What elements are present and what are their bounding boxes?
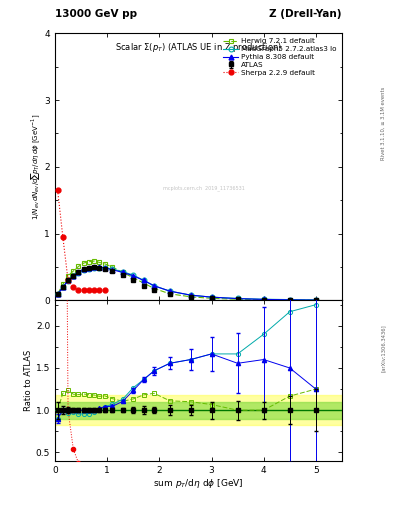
Legend: Herwig 7.2.1 default, MadGraph5 2.7.2.atlas3 lo, Pythia 8.308 default, ATLAS, Sh: Herwig 7.2.1 default, MadGraph5 2.7.2.at… [220, 35, 340, 79]
Bar [55, 402, 342, 419]
Text: Z (Drell-Yan): Z (Drell-Yan) [270, 9, 342, 19]
MadGraph5 2.7.2.atlas3 lo [141, 278, 146, 284]
MadGraph5 2.7.2.atlas3 lo [86, 266, 91, 272]
MadGraph5 2.7.2.atlas3 lo [76, 270, 81, 276]
Herwig 7.2.1 default [76, 263, 81, 269]
MadGraph5 2.7.2.atlas3 lo [121, 269, 125, 275]
Herwig 7.2.1 default [235, 296, 240, 303]
Herwig 7.2.1 default [141, 280, 146, 286]
Pythia 8.308 default [314, 297, 318, 303]
Pythia 8.308 default [141, 278, 146, 284]
MadGraph5 2.7.2.atlas3 lo [209, 294, 214, 300]
Herwig 7.2.1 default [97, 260, 102, 266]
Herwig 7.2.1 default [110, 264, 115, 270]
X-axis label: sum $p_T$/d$\eta$ d$\phi$ [GeV]: sum $p_T$/d$\eta$ d$\phi$ [GeV] [153, 477, 244, 490]
Herwig 7.2.1 default [55, 291, 60, 297]
Pythia 8.308 default [66, 278, 70, 284]
Herwig 7.2.1 default [66, 273, 70, 279]
Herwig 7.2.1 default [92, 258, 97, 264]
Bar [55, 395, 342, 425]
Pythia 8.308 default [102, 265, 107, 271]
Herwig 7.2.1 default [121, 269, 125, 275]
Text: Rivet 3.1.10, ≥ 3.1M events: Rivet 3.1.10, ≥ 3.1M events [381, 86, 386, 160]
Pythia 8.308 default [92, 264, 97, 270]
Herwig 7.2.1 default [71, 268, 75, 274]
Herwig 7.2.1 default [131, 275, 136, 281]
Pythia 8.308 default [235, 295, 240, 302]
Line: Herwig 7.2.1 default: Herwig 7.2.1 default [55, 259, 318, 303]
MadGraph5 2.7.2.atlas3 lo [235, 295, 240, 302]
Herwig 7.2.1 default [209, 295, 214, 302]
Herwig 7.2.1 default [314, 297, 318, 303]
MadGraph5 2.7.2.atlas3 lo [110, 266, 115, 272]
MadGraph5 2.7.2.atlas3 lo [92, 265, 97, 271]
MadGraph5 2.7.2.atlas3 lo [71, 273, 75, 280]
Text: [arXiv:1306.3436]: [arXiv:1306.3436] [381, 324, 386, 372]
Y-axis label: Ratio to ATLAS: Ratio to ATLAS [24, 350, 33, 411]
Herwig 7.2.1 default [261, 297, 266, 303]
Pythia 8.308 default [55, 291, 60, 297]
MadGraph5 2.7.2.atlas3 lo [102, 265, 107, 271]
Herwig 7.2.1 default [81, 260, 86, 266]
MadGraph5 2.7.2.atlas3 lo [152, 283, 156, 289]
Pythia 8.308 default [97, 264, 102, 270]
MadGraph5 2.7.2.atlas3 lo [55, 291, 60, 297]
MadGraph5 2.7.2.atlas3 lo [61, 284, 65, 290]
Line: MadGraph5 2.7.2.atlas3 lo: MadGraph5 2.7.2.atlas3 lo [55, 265, 318, 302]
Pythia 8.308 default [110, 267, 115, 273]
Y-axis label: $1/N_{ev}\,dN_{ev}/d\!\sum\! p_T/d\eta\,d\phi\;[\mathrm{GeV}^{-1}]$: $1/N_{ev}\,dN_{ev}/d\!\sum\! p_T/d\eta\,… [29, 114, 42, 220]
Pythia 8.308 default [86, 265, 91, 271]
Text: mcplots.cern.ch  2019_11736531: mcplots.cern.ch 2019_11736531 [163, 185, 245, 191]
Herwig 7.2.1 default [102, 261, 107, 267]
Herwig 7.2.1 default [188, 294, 193, 300]
Herwig 7.2.1 default [61, 282, 65, 288]
Pythia 8.308 default [76, 269, 81, 275]
Pythia 8.308 default [188, 292, 193, 298]
MadGraph5 2.7.2.atlas3 lo [131, 272, 136, 278]
MadGraph5 2.7.2.atlas3 lo [167, 288, 172, 294]
Text: Scalar $\Sigma(p_T)$ (ATLAS UE in Z production): Scalar $\Sigma(p_T)$ (ATLAS UE in Z prod… [115, 41, 282, 54]
Pythia 8.308 default [121, 269, 125, 275]
Herwig 7.2.1 default [167, 291, 172, 297]
Pythia 8.308 default [167, 288, 172, 294]
Pythia 8.308 default [152, 283, 156, 289]
Herwig 7.2.1 default [287, 297, 292, 303]
MadGraph5 2.7.2.atlas3 lo [81, 267, 86, 273]
MadGraph5 2.7.2.atlas3 lo [97, 265, 102, 271]
MadGraph5 2.7.2.atlas3 lo [287, 296, 292, 303]
MadGraph5 2.7.2.atlas3 lo [66, 278, 70, 284]
Text: 13000 GeV pp: 13000 GeV pp [55, 9, 137, 19]
MadGraph5 2.7.2.atlas3 lo [188, 292, 193, 298]
Pythia 8.308 default [61, 284, 65, 290]
Pythia 8.308 default [287, 297, 292, 303]
Pythia 8.308 default [71, 273, 75, 279]
MadGraph5 2.7.2.atlas3 lo [314, 297, 318, 303]
MadGraph5 2.7.2.atlas3 lo [261, 296, 266, 302]
Pythia 8.308 default [81, 266, 86, 272]
Herwig 7.2.1 default [86, 259, 91, 265]
Line: Pythia 8.308 default: Pythia 8.308 default [55, 265, 318, 303]
Pythia 8.308 default [209, 294, 214, 300]
Pythia 8.308 default [261, 296, 266, 303]
Pythia 8.308 default [131, 273, 136, 279]
Herwig 7.2.1 default [152, 285, 156, 291]
